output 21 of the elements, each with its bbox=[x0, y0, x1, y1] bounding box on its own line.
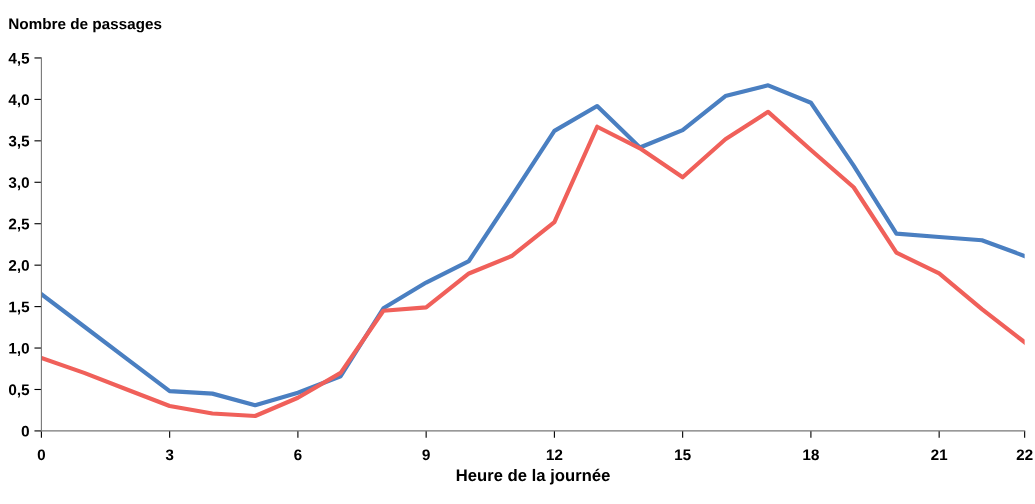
y-tick-label: 4,5 bbox=[8, 52, 30, 66]
y-tick-label: 2,5 bbox=[8, 218, 30, 232]
x-tick-label: 3 bbox=[165, 449, 174, 461]
x-tick-label: 22 bbox=[1016, 449, 1033, 461]
y-tick-label: 4,0 bbox=[8, 94, 29, 108]
y-tick-label: 1,0 bbox=[9, 342, 29, 356]
x-tick-label: 21 bbox=[931, 449, 948, 461]
x-tick-label: 18 bbox=[803, 449, 819, 461]
y-tick-label: 0 bbox=[21, 425, 29, 437]
x-axis-title: Heure de la journée bbox=[456, 468, 610, 485]
y-tick-label: 3,0 bbox=[8, 177, 29, 191]
x-tick-label: 9 bbox=[422, 449, 430, 461]
x-tick-label: 15 bbox=[675, 449, 691, 461]
y-tick-label: 0,5 bbox=[8, 384, 30, 398]
y-axis-title: Nombre de passages bbox=[9, 18, 162, 33]
y-tick-label: 2,0 bbox=[8, 260, 29, 274]
x-tick-label: 6 bbox=[294, 449, 302, 461]
y-tick-label: 3,5 bbox=[8, 135, 30, 149]
x-tick-label: 12 bbox=[546, 449, 563, 461]
x-tick-label: 0 bbox=[37, 449, 46, 461]
y-tick-label: 1,5 bbox=[9, 301, 30, 315]
